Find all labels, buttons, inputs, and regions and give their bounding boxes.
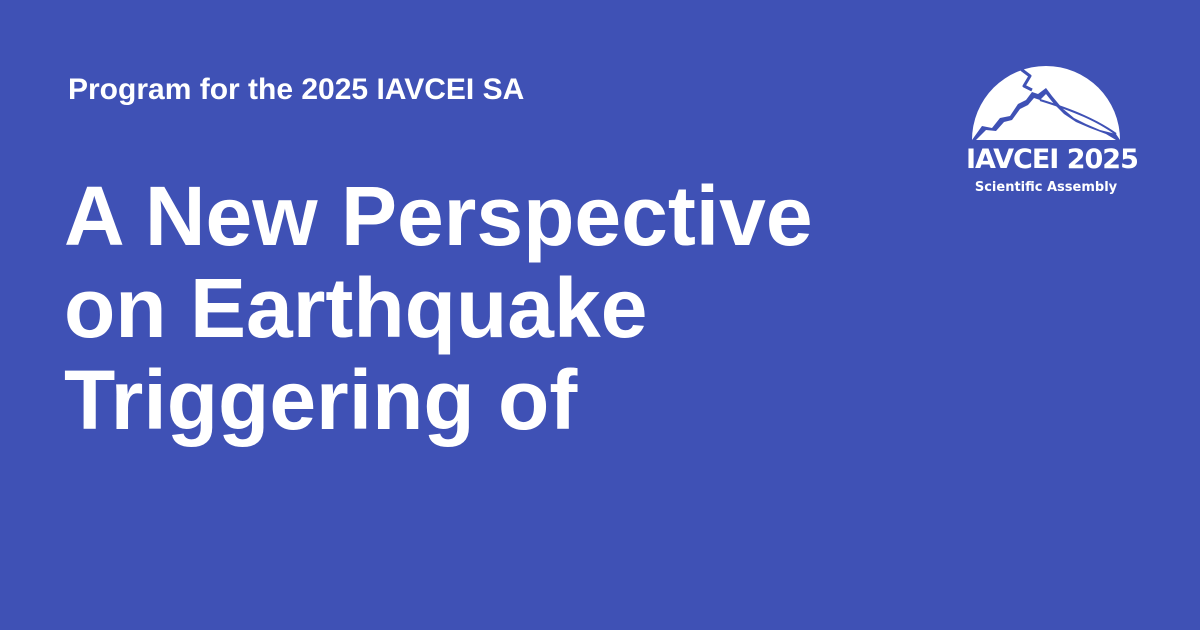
logo-wordmark: IAVCEI 2025 bbox=[966, 144, 1139, 175]
iavcei-logo: IAVCEI 2025 Scientific Assembly bbox=[966, 56, 1139, 206]
logo-subtitle: Scientific Assembly bbox=[974, 180, 1118, 195]
volcano-mountain-icon bbox=[972, 61, 1120, 140]
title-line: on Earthquake bbox=[64, 261, 648, 355]
title-line: Triggering of bbox=[64, 353, 578, 447]
page-title: A New Perspective on Earthquake Triggeri… bbox=[64, 170, 884, 446]
program-kicker: Program for the 2025 IAVCEI SA bbox=[68, 73, 525, 106]
title-line: A New Perspective bbox=[64, 169, 813, 263]
